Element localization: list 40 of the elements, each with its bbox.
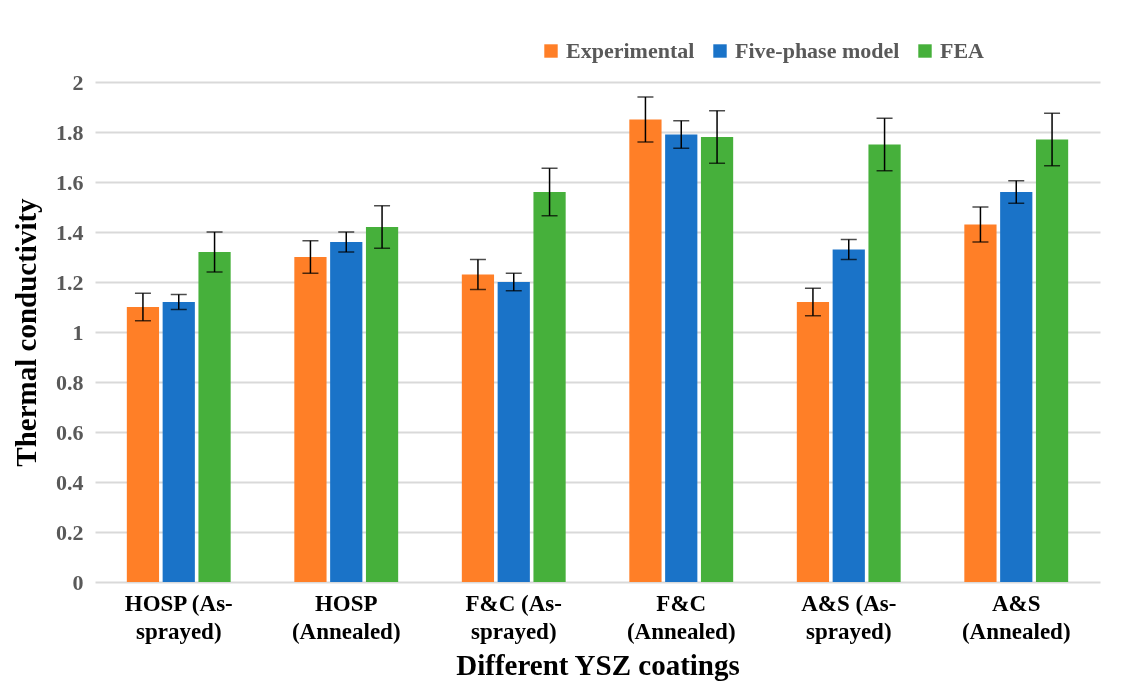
x-tick-label: HOSP (Annealed) [291,590,401,644]
x-tick-label: F&C (As-sprayed) [465,590,562,644]
bar [461,274,495,582]
y-tick-label: 0.2 [56,519,84,545]
x-axis-title: Different YSZ coatings [456,648,740,681]
bar [126,307,160,582]
bar [629,119,662,582]
y-tick-label: 0.6 [56,419,84,445]
y-tick-label: 1.4 [56,219,84,245]
y-tick-label: 1.2 [56,269,84,295]
x-tick-label: HOSP (As-sprayed) [124,590,233,644]
bar [964,224,997,582]
x-tick-label: A&S (Annealed) [961,590,1071,644]
y-tick-label: 0.8 [56,369,84,395]
y-tick-label: 0 [72,569,84,595]
bar [700,137,734,582]
y-axis-title: Thermal conductivity [10,197,42,467]
y-tick-label: 1.6 [56,169,84,195]
bar [1035,139,1069,582]
x-tick-label: F&C (Annealed) [626,590,736,644]
bar [497,282,530,582]
bar [796,302,830,582]
legend-label: Experimental [566,38,695,63]
legend-label: FEA [940,38,985,63]
x-tick-label: A&S (As-sprayed) [801,590,897,644]
bar [294,257,327,582]
y-tick-label: 2 [72,69,84,95]
bar [868,144,901,582]
y-tick-label: 0.4 [56,469,84,495]
bar [198,252,231,582]
bar [665,134,698,582]
bar [330,242,363,582]
bar [1000,192,1033,582]
bar [365,227,399,582]
bar [162,302,195,582]
bar [832,249,865,582]
legend-label: Five-phase model [735,38,900,63]
y-tick-label: 1.8 [56,119,84,145]
bar [533,192,566,582]
y-tick-label: 1 [72,319,84,345]
